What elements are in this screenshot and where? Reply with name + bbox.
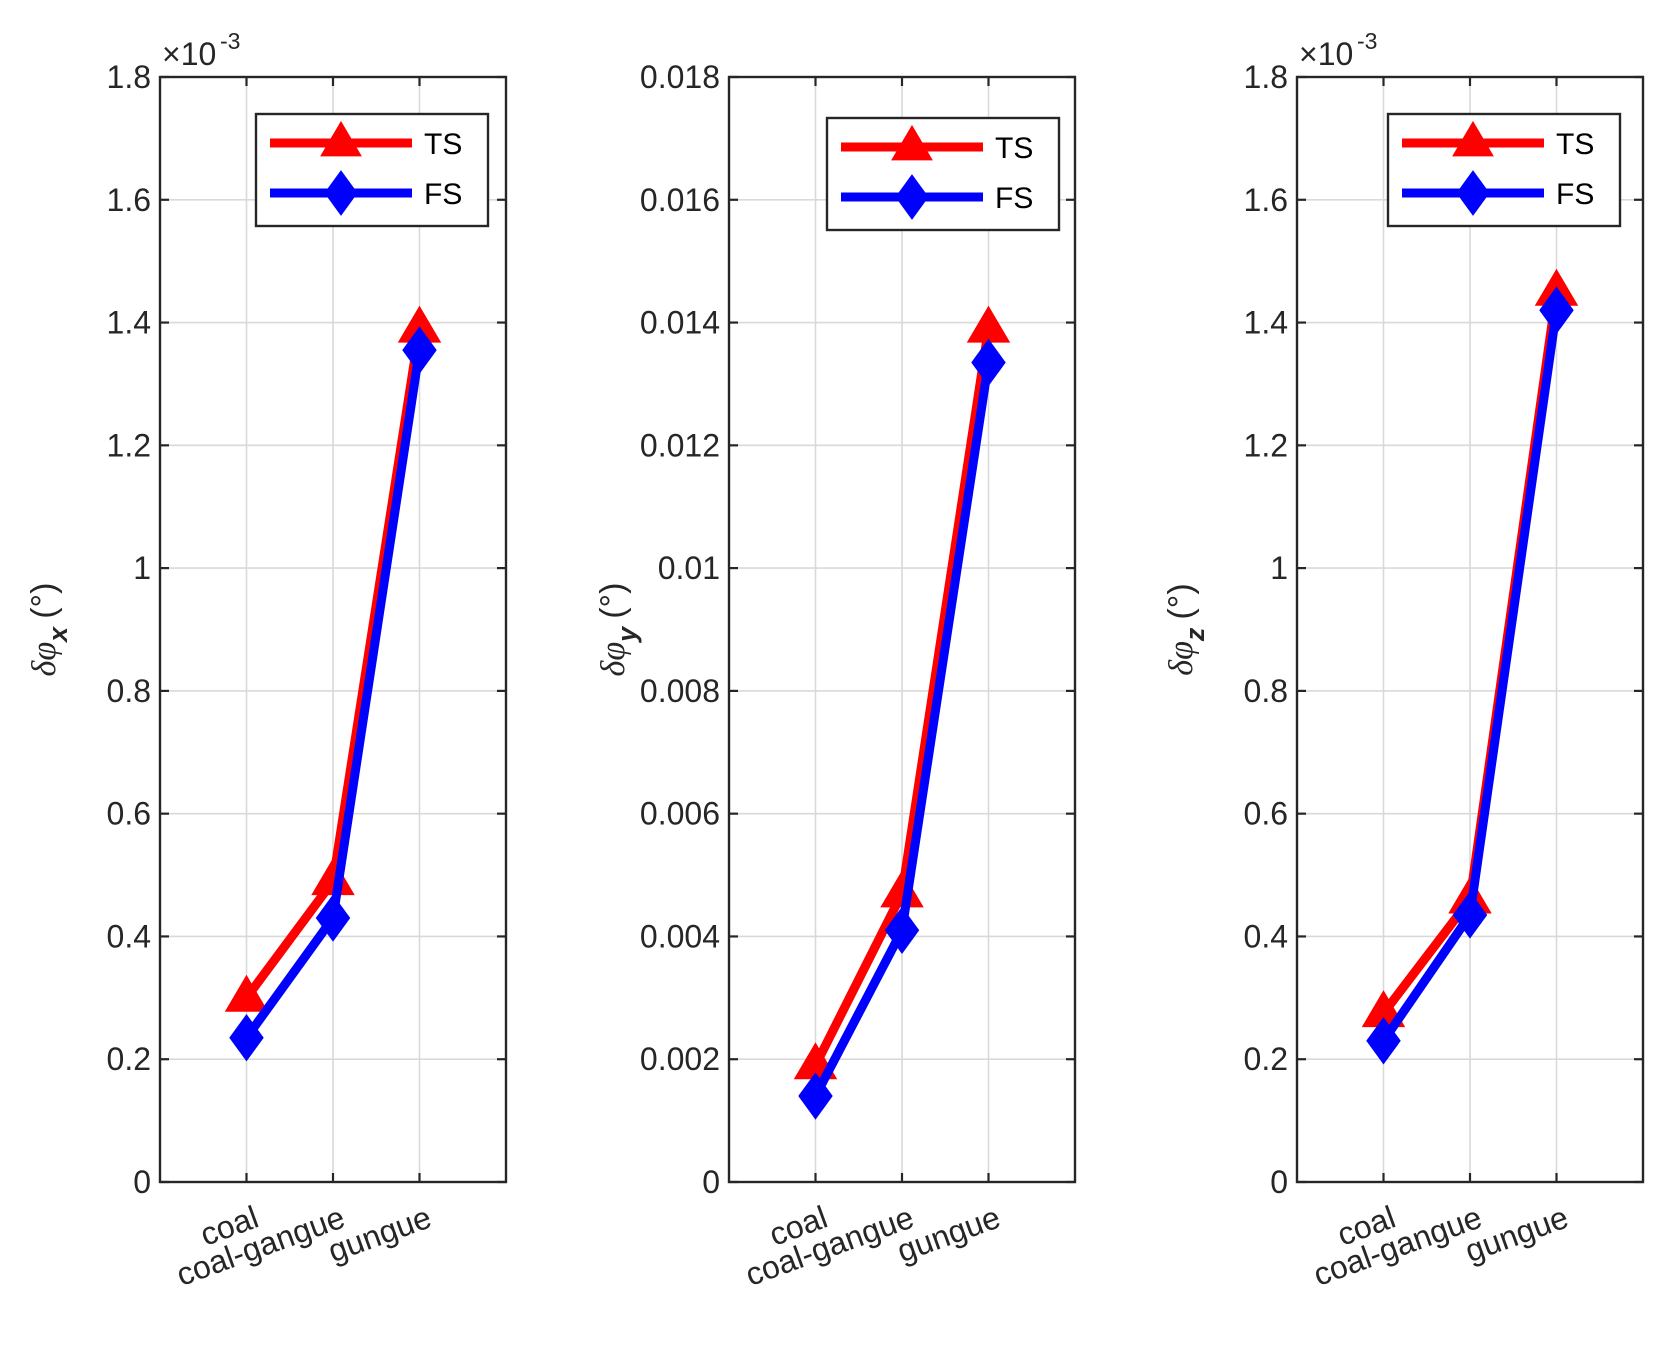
y-tick-label: 1.6 — [107, 182, 151, 218]
y-tick-label: 0 — [1270, 1164, 1288, 1200]
y-tick-label: 1 — [133, 550, 151, 586]
y-tick-label: 0.014 — [640, 305, 720, 341]
y-tick-label: 0.2 — [107, 1041, 151, 1077]
legend-marker-ts — [891, 124, 933, 161]
legend: TS FS — [254, 112, 490, 228]
data-point-fs-0 — [229, 1014, 264, 1062]
y-axis-label-subscript: y — [612, 625, 642, 644]
data-point-ts-2 — [966, 305, 1011, 343]
legend-box — [825, 116, 1061, 232]
y-tick-label: 0.4 — [107, 918, 151, 954]
data-point-fs-2 — [1539, 286, 1574, 334]
y-tick-label: 0.4 — [1244, 918, 1288, 954]
y-tick-label: 0.018 — [640, 59, 720, 95]
legend-label-fs: FS — [424, 178, 462, 211]
y-tick-label: 1.6 — [1244, 182, 1288, 218]
y-tick-label: 0.002 — [640, 1041, 720, 1077]
x-tick-label: coal-gangue — [1309, 1199, 1487, 1293]
x-tick-label: coal-gangue — [172, 1199, 350, 1293]
y-tick-label: 1 — [1270, 550, 1288, 586]
y-tick-label: 0.8 — [107, 673, 151, 709]
y-tick-label: 0 — [702, 1164, 720, 1200]
chart-panel-1: 00.20.40.60.811.21.41.61.8coalcoal-gangu… — [25, 28, 508, 1293]
y-axis-label-symbol: δφ — [26, 642, 63, 677]
legend-label-fs: FS — [1556, 178, 1594, 211]
data-point-fs-2 — [971, 338, 1006, 387]
legend-label-ts: TS — [1556, 128, 1594, 161]
y-tick-label: 1.2 — [1244, 427, 1288, 463]
y-tick-label: 0.6 — [107, 796, 151, 832]
y-axis-label-subscript: z — [1180, 627, 1210, 642]
y-tick-label: 0.006 — [640, 796, 720, 832]
legend-marker-fs — [895, 174, 929, 220]
data-point-fs-1 — [1452, 891, 1488, 939]
y-axis-label: δφy (°) — [594, 583, 642, 677]
legend-box — [254, 112, 490, 228]
legend: TS FS — [1386, 112, 1622, 228]
y-axis-label: δφz (°) — [1162, 583, 1210, 675]
y-tick-label: 0.016 — [640, 182, 720, 218]
y-tick-label: 1.8 — [1244, 59, 1288, 95]
axis-exponent: ×10 — [162, 36, 216, 72]
legend-marker-fs — [1456, 170, 1490, 216]
legend-label-fs: FS — [995, 182, 1033, 215]
y-tick-label: 1.4 — [107, 305, 151, 341]
y-axis-label: δφx (°) — [25, 583, 73, 677]
chart-panel-3: 00.20.40.60.811.21.41.61.8coalcoal-gangu… — [1162, 28, 1645, 1293]
data-point-fs-0 — [798, 1072, 833, 1120]
y-axis-label-unit: (°) — [1162, 583, 1200, 619]
legend-marker-ts — [320, 120, 362, 157]
y-axis-label-unit: (°) — [594, 583, 632, 619]
legend-box — [1386, 112, 1622, 228]
y-tick-label: 1.4 — [1244, 305, 1288, 341]
data-point-ts-0 — [224, 974, 269, 1012]
data-point-fs-2 — [402, 326, 437, 374]
data-point-fs-0 — [1366, 1017, 1401, 1065]
y-tick-label: 0.6 — [1244, 796, 1288, 832]
data-point-fs-1 — [884, 906, 920, 955]
y-axis-label-subscript: x — [43, 626, 73, 644]
legend-marker-ts — [1452, 120, 1494, 157]
y-axis-label-symbol: δφ — [1163, 641, 1200, 676]
y-tick-label: 0 — [133, 1164, 151, 1200]
y-tick-label: 1.2 — [107, 427, 151, 463]
y-tick-label: 0.008 — [640, 673, 720, 709]
data-point-fs-1 — [315, 894, 351, 942]
y-axis-label-unit: (°) — [25, 583, 63, 619]
axis-exponent-power: -3 — [1357, 28, 1377, 54]
y-tick-label: 0.012 — [640, 427, 720, 463]
axis-exponent-power: -3 — [220, 28, 240, 54]
legend-label-ts: TS — [995, 132, 1033, 165]
y-tick-label: 0.8 — [1244, 673, 1288, 709]
y-tick-label: 0.2 — [1244, 1041, 1288, 1077]
y-tick-label: 0.004 — [640, 918, 720, 954]
y-tick-label: 0.01 — [658, 550, 720, 586]
y-axis-label-symbol: δφ — [595, 642, 632, 677]
chart-panel-2: 0 0.002 0.004 0.006 0.008 0.01 0.012 0.014 0.016… — [594, 59, 1077, 1293]
legend-marker-fs — [324, 170, 358, 216]
x-tick-label: coal-gangue — [741, 1199, 919, 1293]
axis-exponent: ×10 — [1299, 36, 1353, 72]
legend-label-ts: TS — [424, 128, 462, 161]
legend: TS FS — [825, 116, 1061, 232]
y-tick-label: 1.8 — [107, 59, 151, 95]
